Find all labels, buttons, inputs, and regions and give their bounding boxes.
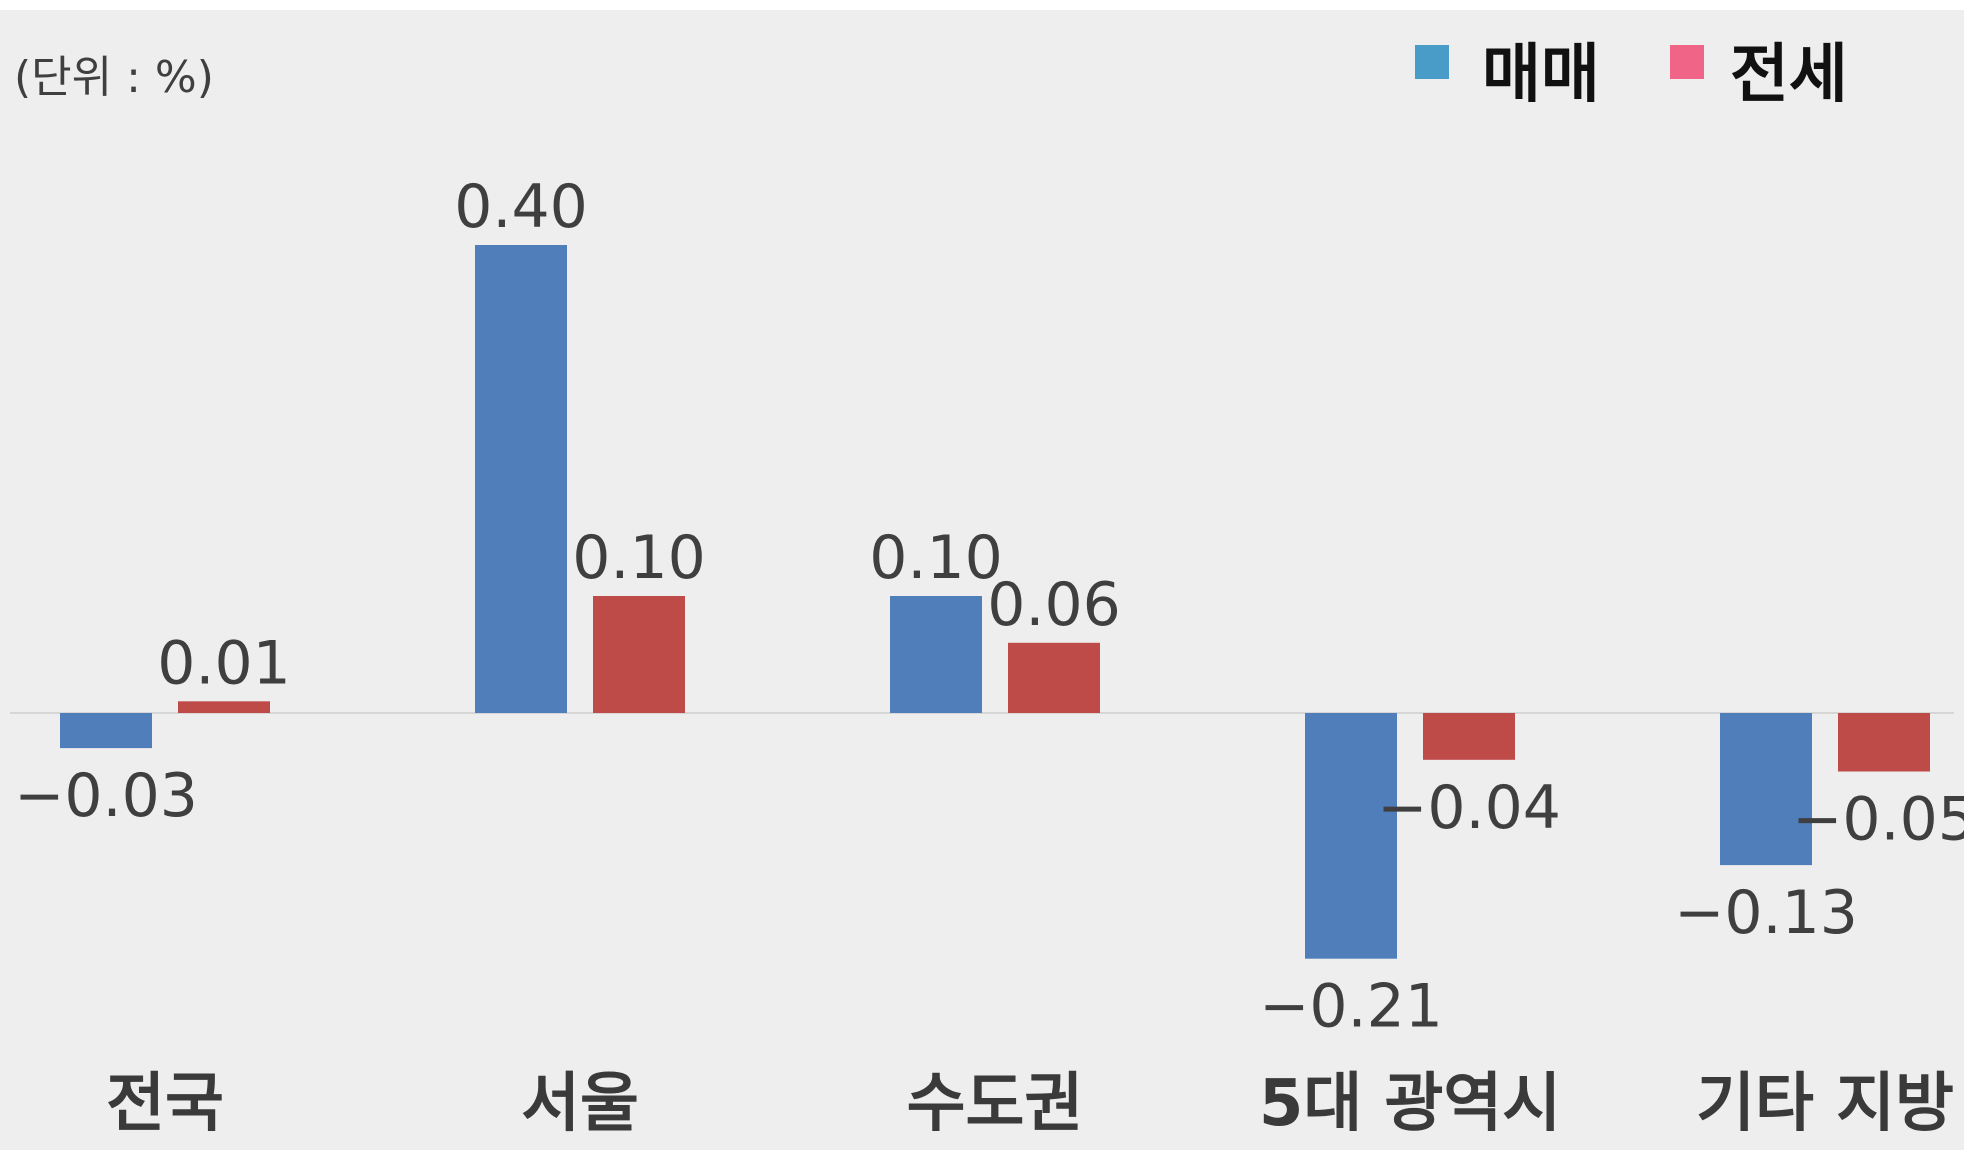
value-label-series1-5: −0.13 <box>1674 878 1858 948</box>
bar-series2-5 <box>1838 713 1930 772</box>
category-label-2: 서울 <box>521 1067 639 1141</box>
bar-series2-4 <box>1423 713 1515 760</box>
value-label-series1-2: 0.40 <box>454 172 588 242</box>
bar-series1-3 <box>890 596 982 713</box>
category-label-1: 전국 <box>106 1067 224 1141</box>
bar-series1-1 <box>60 713 152 749</box>
value-label-series1-4: −0.21 <box>1259 972 1443 1042</box>
value-label-series2-1: 0.01 <box>157 628 291 698</box>
bar-series2-1 <box>178 701 270 713</box>
category-label-4: 5대 광역시 <box>1259 1067 1561 1141</box>
bar-series2-3 <box>1008 642 1100 713</box>
value-label-series1-1: −0.03 <box>14 761 198 831</box>
unit-note: (단위 : %) <box>14 52 214 103</box>
legend-swatch-2 <box>1670 45 1704 79</box>
value-label-series2-2: 0.10 <box>572 523 706 593</box>
value-label-series2-5: −0.05 <box>1792 785 1964 855</box>
bar-series1-5 <box>1720 713 1812 866</box>
legend-swatch-1 <box>1415 45 1449 79</box>
bar-series1-2 <box>475 245 567 713</box>
value-label-series1-3: 0.10 <box>869 523 1003 593</box>
value-label-series2-3: 0.06 <box>987 570 1121 640</box>
chart-background <box>0 10 1964 1150</box>
value-label-series2-4: −0.04 <box>1377 773 1561 843</box>
bar-series2-2 <box>593 596 685 713</box>
category-label-3: 수도권 <box>907 1067 1084 1141</box>
legend-label-2: 전세 <box>1730 38 1848 112</box>
category-label-5: 기타 지방 <box>1696 1067 1954 1141</box>
bar-series1-4 <box>1305 713 1397 959</box>
legend-label-1: 매매 <box>1482 38 1600 112</box>
